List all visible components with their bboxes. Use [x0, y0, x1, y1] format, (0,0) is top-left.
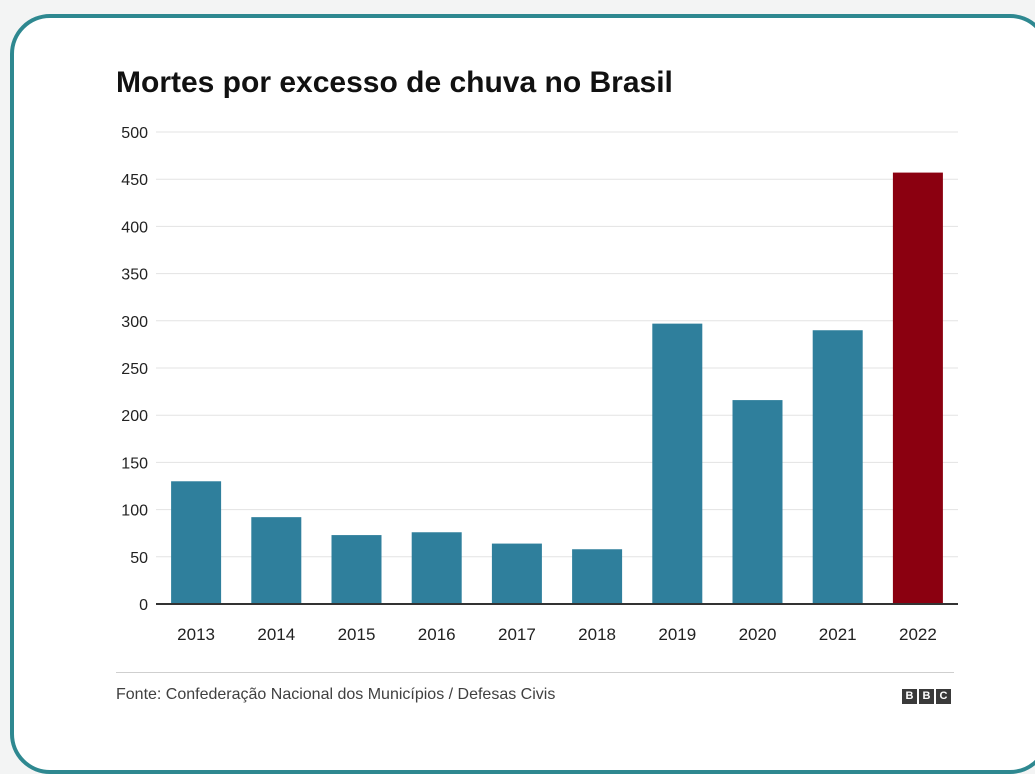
bbc-logo-letter: C: [936, 689, 951, 704]
bar-2020: [732, 400, 783, 604]
bar-2016: [411, 532, 462, 604]
bar-2014: [251, 517, 302, 604]
bar-2019: [652, 323, 703, 604]
x-tick-label: 2016: [418, 625, 456, 644]
chart-title: Mortes por excesso de chuva no Brasil: [116, 66, 673, 99]
chart-card: Mortes por excesso de chuva no Brasil 0 5…: [96, 58, 974, 718]
y-tick-label: 250: [121, 361, 148, 378]
bar-2017: [491, 543, 542, 604]
bar-2013: [171, 481, 222, 604]
source-note: Fonte: Confederação Nacional dos Municíp…: [116, 686, 556, 703]
y-tick-label: 150: [121, 455, 148, 472]
bar-chart: 0 50 100 150 200 250 300 350 400 450 500 2013 2014 20…: [121, 125, 958, 644]
y-tick-label: 300: [121, 314, 148, 331]
bbc-logo: B B C: [902, 689, 951, 704]
y-tick-label: 0: [139, 597, 148, 614]
bar-2022: [892, 172, 943, 604]
y-tick-label: 200: [121, 408, 148, 425]
x-tick-label: 2022: [899, 625, 937, 644]
x-tick-label: 2019: [658, 625, 696, 644]
bar-2018: [572, 549, 623, 604]
x-tick-label: 2018: [578, 625, 616, 644]
y-tick-label: 400: [121, 219, 148, 236]
bar-2015: [331, 535, 382, 604]
y-tick-label: 350: [121, 267, 148, 284]
x-tick-label: 2020: [739, 625, 777, 644]
x-tick-label: 2017: [498, 625, 536, 644]
y-tick-label: 450: [121, 172, 148, 189]
bar-2021: [812, 330, 863, 604]
y-tick-label: 500: [121, 125, 148, 142]
y-tick-label: 50: [130, 550, 148, 567]
bbc-logo-letter: B: [902, 689, 917, 704]
x-tick-label: 2014: [257, 625, 295, 644]
x-tick-label: 2013: [177, 625, 215, 644]
bbc-logo-letter: B: [919, 689, 934, 704]
x-tick-label: 2015: [338, 625, 376, 644]
x-tick-label: 2021: [819, 625, 857, 644]
footer-divider: [116, 672, 954, 673]
y-tick-label: 100: [121, 503, 148, 520]
